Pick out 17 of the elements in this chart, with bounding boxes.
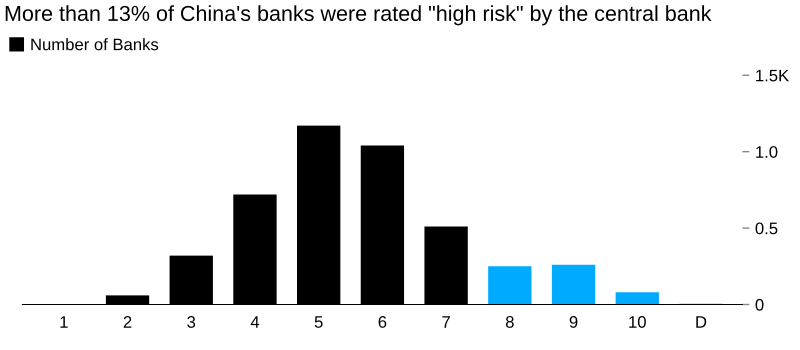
chart-title: More than 13% of China's banks were rated "high risk" by the central bank [6, 5, 712, 26]
x-tick-label: 2 [124, 316, 132, 328]
legend-label: Number of Banks [31, 38, 158, 50]
x-tick-label: 4 [250, 316, 260, 328]
x-tick-label: 5 [314, 316, 323, 328]
x-tick-label: 3 [187, 316, 196, 328]
x-tick-label: D [696, 316, 706, 328]
y-tick-label: 1.0 [756, 146, 778, 158]
x-tick-label: 10 [629, 316, 646, 328]
y-tick-label: 1.5K [756, 70, 789, 82]
x-tick-label: 7 [442, 316, 450, 328]
x-tick-label: 6 [378, 316, 386, 328]
y-tick-label: 0.5 [756, 222, 778, 234]
y-tick-label: 0 [756, 298, 764, 311]
x-tick-label: 1 [60, 316, 68, 328]
x-tick-label: 9 [570, 316, 578, 328]
x-tick-label: 8 [506, 316, 514, 328]
